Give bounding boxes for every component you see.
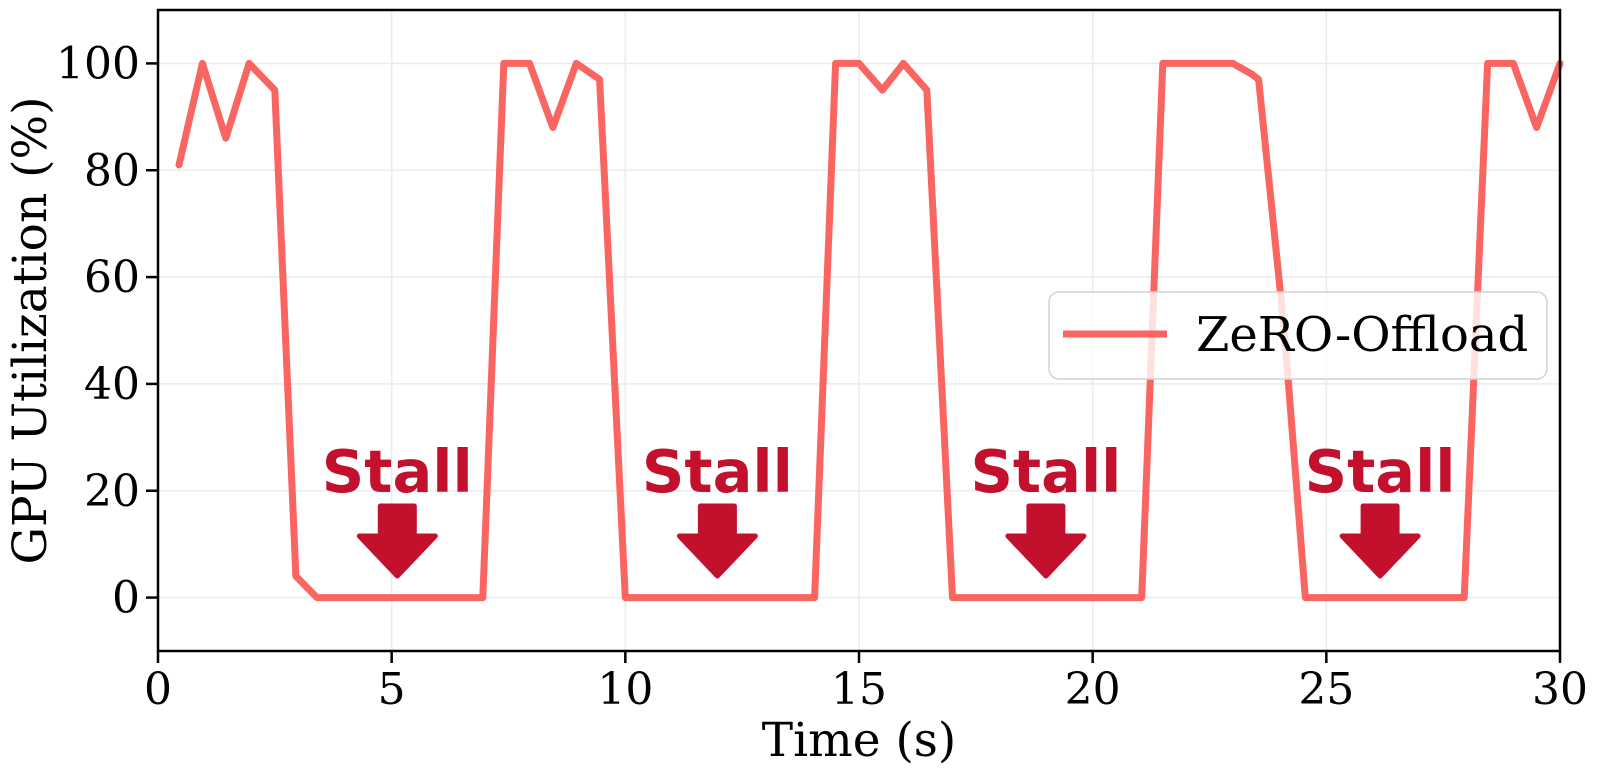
x-tick-label-5: 5 <box>378 664 406 715</box>
x-tick-label-0: 0 <box>144 664 172 715</box>
y-tick-label-60: 60 <box>84 252 140 303</box>
x-axis-label: Time (s) <box>762 713 957 768</box>
x-tick-label-20: 20 <box>1065 664 1121 715</box>
x-tick-label-25: 25 <box>1298 664 1354 715</box>
x-tick-label-10: 10 <box>597 664 653 715</box>
legend: ZeRO-Offload <box>1048 291 1548 380</box>
stall-down-arrow-icon-4 <box>1339 503 1421 579</box>
zero-offload-line <box>175 59 1564 602</box>
stall-annotation-1: Stall <box>322 437 473 506</box>
y-axis-label: GPU Utilization (%) <box>3 96 58 564</box>
y-tick-label-100: 100 <box>56 38 140 89</box>
stall-down-arrow-icon-2 <box>676 503 758 579</box>
y-tick-label-80: 80 <box>84 145 140 196</box>
y-tick-label-20: 20 <box>84 466 140 517</box>
stall-annotation-3: Stall <box>970 437 1121 506</box>
stall-down-arrow-icon-3 <box>1005 503 1087 579</box>
y-tick-label-0: 0 <box>112 573 140 624</box>
legend-box <box>1048 291 1548 380</box>
y-tick-label-40: 40 <box>84 359 140 410</box>
legend-label: ZeRO-Offload <box>1196 307 1528 363</box>
x-tick-label-30: 30 <box>1532 664 1588 715</box>
stall-down-arrow-icon-1 <box>356 503 438 579</box>
stall-annotation-2: Stall <box>642 437 793 506</box>
stall-annotation-4: Stall <box>1305 437 1456 506</box>
x-tick-label-15: 15 <box>831 664 887 715</box>
